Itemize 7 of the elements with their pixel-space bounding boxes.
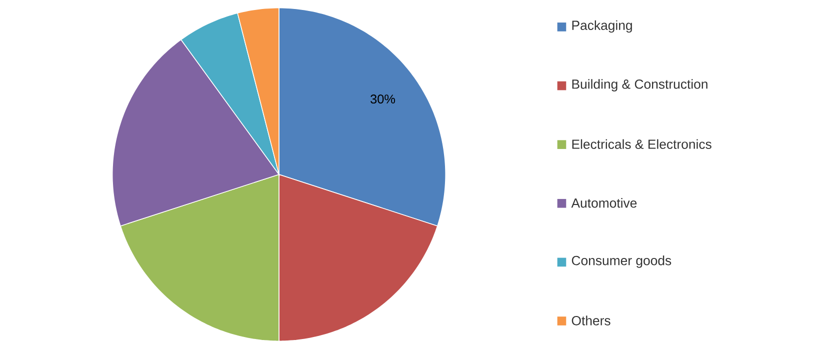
legend-label: Others [572, 316, 610, 326]
legend-label: Consumer goods [572, 256, 672, 268]
legend-label: Electricals & Electronics [572, 139, 712, 149]
legend-label: Building & Construction [572, 79, 708, 92]
legend-label: Automotive [571, 198, 637, 208]
legend-label: Packaging [572, 20, 632, 33]
data-label: 30% [370, 94, 396, 104]
